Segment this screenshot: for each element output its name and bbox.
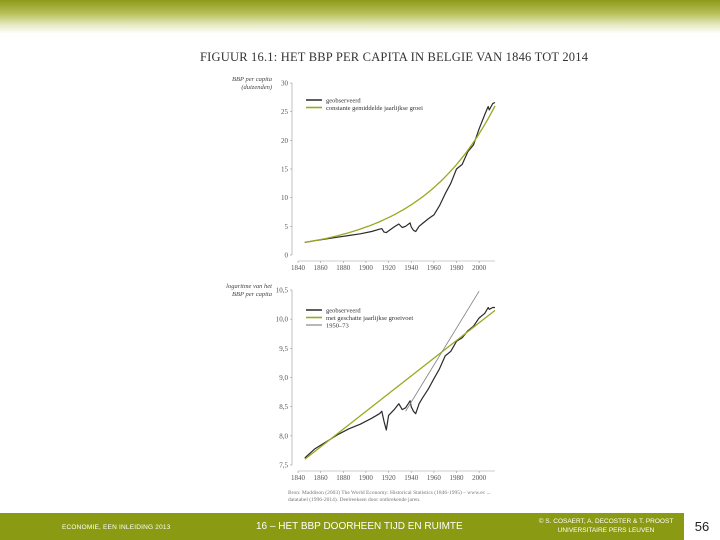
y-axis-label-line2: BBP per capita [232, 291, 272, 298]
footer-copyright-line2: UNIVERSITAIRE PERS LEUVEN [557, 527, 655, 534]
legend-label: 1950–73 [326, 322, 349, 329]
y-tick-label: 20 [281, 137, 289, 145]
y-tick-label: 9,5 [279, 345, 288, 353]
footer-course: ECONOMIE, EEN INLEIDING 2013 [62, 524, 171, 531]
y-tick-label: 10 [281, 194, 289, 202]
x-tick-label: 1940 [404, 264, 419, 272]
source-note: Bron: Maddison (2003) The World Economy:… [288, 490, 491, 503]
x-tick-label: 1900 [359, 474, 374, 482]
legend-label: geobserveerd [326, 307, 361, 314]
y-tick-label: 8,0 [279, 432, 288, 440]
page-number: 56 [684, 513, 720, 540]
y-axis-label-line1: logaritme van het [226, 283, 272, 290]
footer-chapter: 16 – HET BBP DOORHEEN TIJD EN RUIMTE [256, 521, 463, 532]
x-tick-label: 1840 [291, 264, 306, 272]
x-tick-label: 1920 [382, 474, 397, 482]
legend-label: geobserveerd [326, 97, 361, 104]
x-tick-label: 1960 [427, 474, 442, 482]
y-tick-label: 8,5 [279, 403, 288, 411]
x-tick-label: 1860 [314, 264, 329, 272]
x-tick-label: 1880 [336, 474, 351, 482]
y-tick-label: 30 [281, 80, 289, 88]
legend-label: met geschatte jaarlijkse groeivoet [326, 315, 413, 322]
y-tick-label: 9,0 [279, 374, 288, 382]
x-tick-label: 1980 [450, 474, 465, 482]
top-band [0, 0, 720, 34]
x-tick-label: 1880 [336, 264, 351, 272]
x-tick-label: 1960 [427, 264, 442, 272]
y-tick-label: 5 [285, 223, 289, 231]
x-tick-label: 1840 [291, 474, 306, 482]
x-tick-label: 2000 [472, 264, 487, 272]
series-line-2 [304, 105, 496, 244]
y-axis-label-line1: BBP per capita [232, 76, 272, 83]
series-line-1 [304, 101, 496, 243]
x-tick-label: 1900 [359, 264, 374, 272]
series-line-1 [304, 306, 495, 459]
figure-title: FIGUUR 16.1: HET BBP PER CAPITA IN BELGI… [200, 50, 589, 64]
series-line-3 [405, 290, 480, 412]
x-tick-label: 1860 [314, 474, 329, 482]
footer-copyright-line1: © S. COSAERT, A. DECOSTER & T. PROOST [538, 518, 674, 525]
legend-label: constante gemiddelde jaarlijkse groei [326, 105, 423, 112]
y-tick-label: 10,0 [276, 316, 289, 324]
y-tick-label: 25 [281, 108, 289, 116]
y-tick-label: 7,5 [279, 462, 288, 470]
x-tick-label: 1980 [450, 264, 465, 272]
y-axis-label-line2: (duizenden) [241, 84, 272, 91]
x-tick-label: 2000 [472, 474, 487, 482]
footer-bar: ECONOMIE, EEN INLEIDING 2013 16 – HET BB… [0, 513, 720, 540]
y-tick-label: 10,5 [276, 287, 289, 295]
y-tick-label: 15 [281, 166, 289, 174]
y-tick-label: 0 [285, 252, 289, 260]
footer-copyright: © S. COSAERT, A. DECOSTER & T. PROOST UN… [530, 517, 682, 535]
series-line-2 [304, 309, 496, 460]
x-tick-label: 1920 [382, 264, 397, 272]
x-tick-label: 1940 [404, 474, 419, 482]
